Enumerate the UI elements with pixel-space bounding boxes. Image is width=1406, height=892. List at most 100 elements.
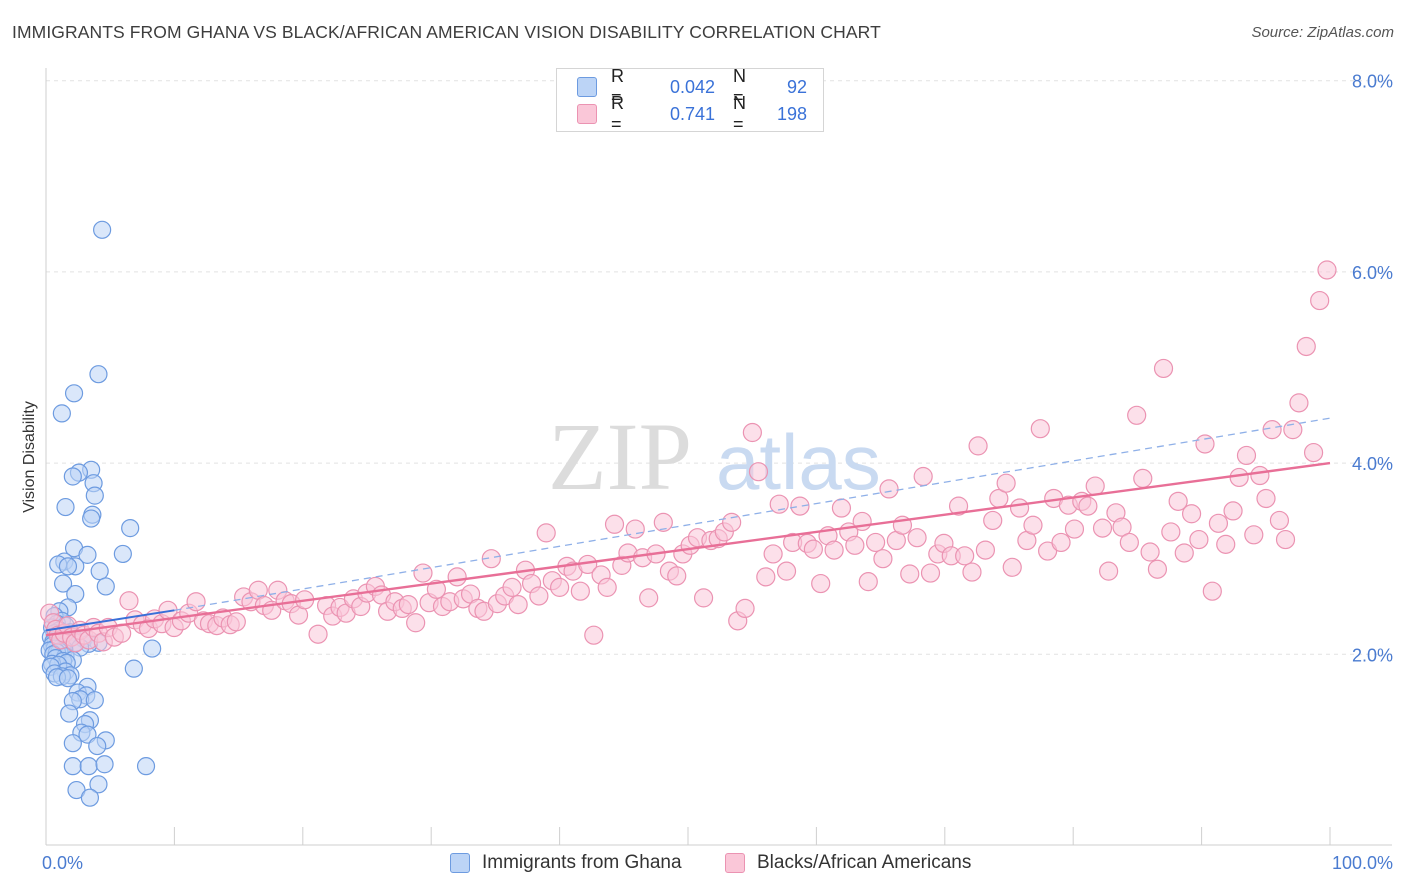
data-point-black [1051, 532, 1071, 553]
data-point-black [1244, 525, 1264, 545]
data-point-ghana [121, 519, 140, 538]
data-point-black [550, 577, 570, 597]
data-point-ghana [60, 704, 79, 723]
data-point-black [398, 594, 418, 615]
data-point-ghana [113, 544, 132, 564]
data-point-black [803, 539, 823, 559]
data-point-ghana [93, 220, 112, 239]
data-point-ghana [88, 736, 107, 756]
chart-title: IMMIGRANTS FROM GHANA VS BLACK/AFRICAN A… [12, 22, 881, 42]
r-value: 0.741 [669, 103, 715, 124]
trend-line-ghana [45, 609, 175, 632]
data-point-black [406, 613, 426, 633]
n-label: N = [733, 66, 746, 107]
data-point-black [1038, 541, 1058, 561]
data-point-black [900, 564, 920, 584]
r-label: R = [611, 66, 624, 107]
data-point-black [879, 479, 899, 499]
data-point-ghana [90, 562, 109, 581]
y-tick-label: 4.0% [1352, 454, 1393, 474]
data-point-black [1202, 581, 1222, 601]
y-axis-label: Vision Disability [21, 401, 38, 513]
data-point-black [604, 514, 625, 534]
r-value: 0.042 [669, 76, 715, 97]
data-point-ghana [96, 577, 115, 596]
legend-swatch-blue [450, 853, 470, 873]
data-point-black [529, 586, 549, 606]
data-point-black [426, 579, 446, 599]
source-label: Source: ZipAtlas.com [1251, 24, 1394, 41]
data-point-black [1174, 543, 1194, 563]
data-point-black [913, 466, 933, 487]
data-point-black [1119, 532, 1139, 553]
data-point-ghana [85, 486, 104, 505]
data-point-black [639, 588, 659, 608]
data-point-black [968, 436, 988, 456]
data-point-black [1275, 529, 1296, 550]
data-point-black [653, 512, 673, 532]
data-point-black [790, 496, 810, 516]
n-value: 198 [776, 103, 807, 124]
data-point-black [1023, 515, 1043, 535]
legend-item-ghana[interactable]: Immigrants from Ghana [450, 852, 682, 874]
data-point-black [1262, 420, 1282, 440]
data-point-black [1147, 559, 1168, 579]
data-point-black [1002, 557, 1022, 577]
data-point-ghana [64, 384, 84, 403]
axes [45, 68, 1392, 846]
series-black-african-american [40, 260, 1337, 653]
data-point-ghana [85, 691, 104, 710]
data-point-black [735, 598, 755, 619]
legend-row-ghana: R = 0.042 N = 92 [577, 66, 807, 107]
data-point-black [1189, 529, 1209, 550]
data-point-black [1168, 491, 1188, 511]
r-label: R = [611, 93, 624, 134]
data-point-black [1250, 465, 1270, 486]
data-point-black [1092, 518, 1113, 538]
data-point-black [1256, 488, 1276, 509]
data-point-black [667, 566, 687, 586]
data-point-black [1303, 442, 1324, 463]
data-point-ghana [58, 557, 78, 576]
data-point-black [1317, 260, 1337, 280]
data-point-black [413, 563, 433, 583]
data-point-black [447, 567, 467, 587]
data-point-black [873, 549, 893, 569]
data-point-black [1112, 517, 1132, 537]
data-point-black [1030, 419, 1050, 439]
data-point-black [845, 535, 865, 555]
data-point-black [811, 573, 831, 594]
data-point-black [1099, 561, 1119, 581]
data-point-black [756, 567, 776, 587]
data-point-ghana [89, 365, 108, 384]
y-tick-label: 6.0% [1352, 263, 1393, 283]
data-point-ghana [143, 639, 162, 658]
data-point-black [308, 624, 328, 644]
data-point-ghana [52, 404, 71, 423]
data-point-black [1208, 513, 1229, 533]
data-point-black [536, 523, 556, 543]
legend-label: Blacks/African Americans [757, 852, 972, 873]
data-point-ghana [56, 497, 75, 517]
legend-item-black[interactable]: Blacks/African Americans [725, 852, 971, 874]
data-point-black [502, 577, 522, 597]
data-point-ghana [124, 659, 143, 678]
data-point-black [865, 532, 886, 553]
data-point-ghana [80, 788, 100, 807]
tick-labels: 2.0% 4.0% 6.0% 8.0% 0.0% 100.0% [42, 72, 1393, 873]
watermark-zip: ZIP [548, 403, 692, 510]
n-label: N = [733, 93, 746, 134]
data-point-ghana [79, 757, 98, 776]
data-point-ghana [89, 775, 108, 794]
data-point-black [742, 422, 762, 443]
x-tick-label: 0.0% [42, 853, 83, 873]
series-ghana [40, 220, 162, 807]
data-point-black [831, 498, 852, 518]
data-point-black [996, 473, 1016, 493]
data-point-black [776, 561, 797, 581]
legend-swatch-pink [577, 104, 597, 124]
data-point-black [1161, 522, 1181, 542]
data-point-black [983, 510, 1003, 531]
data-point-black [907, 528, 927, 548]
